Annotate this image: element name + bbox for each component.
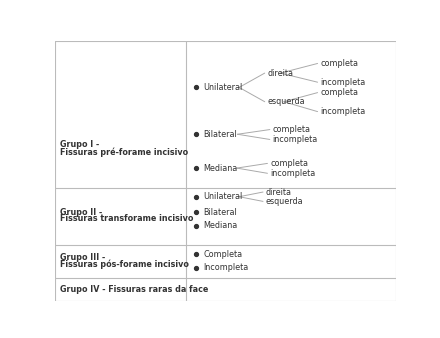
Text: direita: direita xyxy=(266,188,292,196)
Text: incompleta: incompleta xyxy=(320,107,366,116)
Text: Grupo I -: Grupo I - xyxy=(60,140,99,149)
Text: completa: completa xyxy=(320,59,358,68)
Text: Bilateral: Bilateral xyxy=(203,130,237,139)
Text: completa: completa xyxy=(270,159,308,168)
Text: incompleta: incompleta xyxy=(270,169,315,178)
Text: Grupo IV - Fissuras raras da face: Grupo IV - Fissuras raras da face xyxy=(60,285,209,294)
Text: completa: completa xyxy=(272,125,311,134)
Text: Mediana: Mediana xyxy=(203,164,238,173)
Text: Mediana: Mediana xyxy=(203,221,238,231)
Text: completa: completa xyxy=(320,88,358,97)
Text: Fissuras pré-forame incisivo: Fissuras pré-forame incisivo xyxy=(60,147,188,157)
Text: Fissuras transforame incisivo: Fissuras transforame incisivo xyxy=(60,214,194,223)
Text: incompleta: incompleta xyxy=(320,78,366,87)
Text: incompleta: incompleta xyxy=(272,135,318,144)
Text: Bilateral: Bilateral xyxy=(203,208,237,217)
Text: Fissuras pós-forame incisivo: Fissuras pós-forame incisivo xyxy=(60,260,189,269)
Text: esquerda: esquerda xyxy=(268,97,305,106)
Text: Unilateral: Unilateral xyxy=(203,192,242,201)
Text: esquerda: esquerda xyxy=(266,197,303,206)
Text: direita: direita xyxy=(268,69,293,78)
Text: Incompleta: Incompleta xyxy=(203,263,249,272)
Text: Grupo II -: Grupo II - xyxy=(60,208,103,217)
Text: Grupo III -: Grupo III - xyxy=(60,254,105,262)
Text: Completa: Completa xyxy=(203,250,242,259)
Text: Unilateral: Unilateral xyxy=(203,83,242,92)
